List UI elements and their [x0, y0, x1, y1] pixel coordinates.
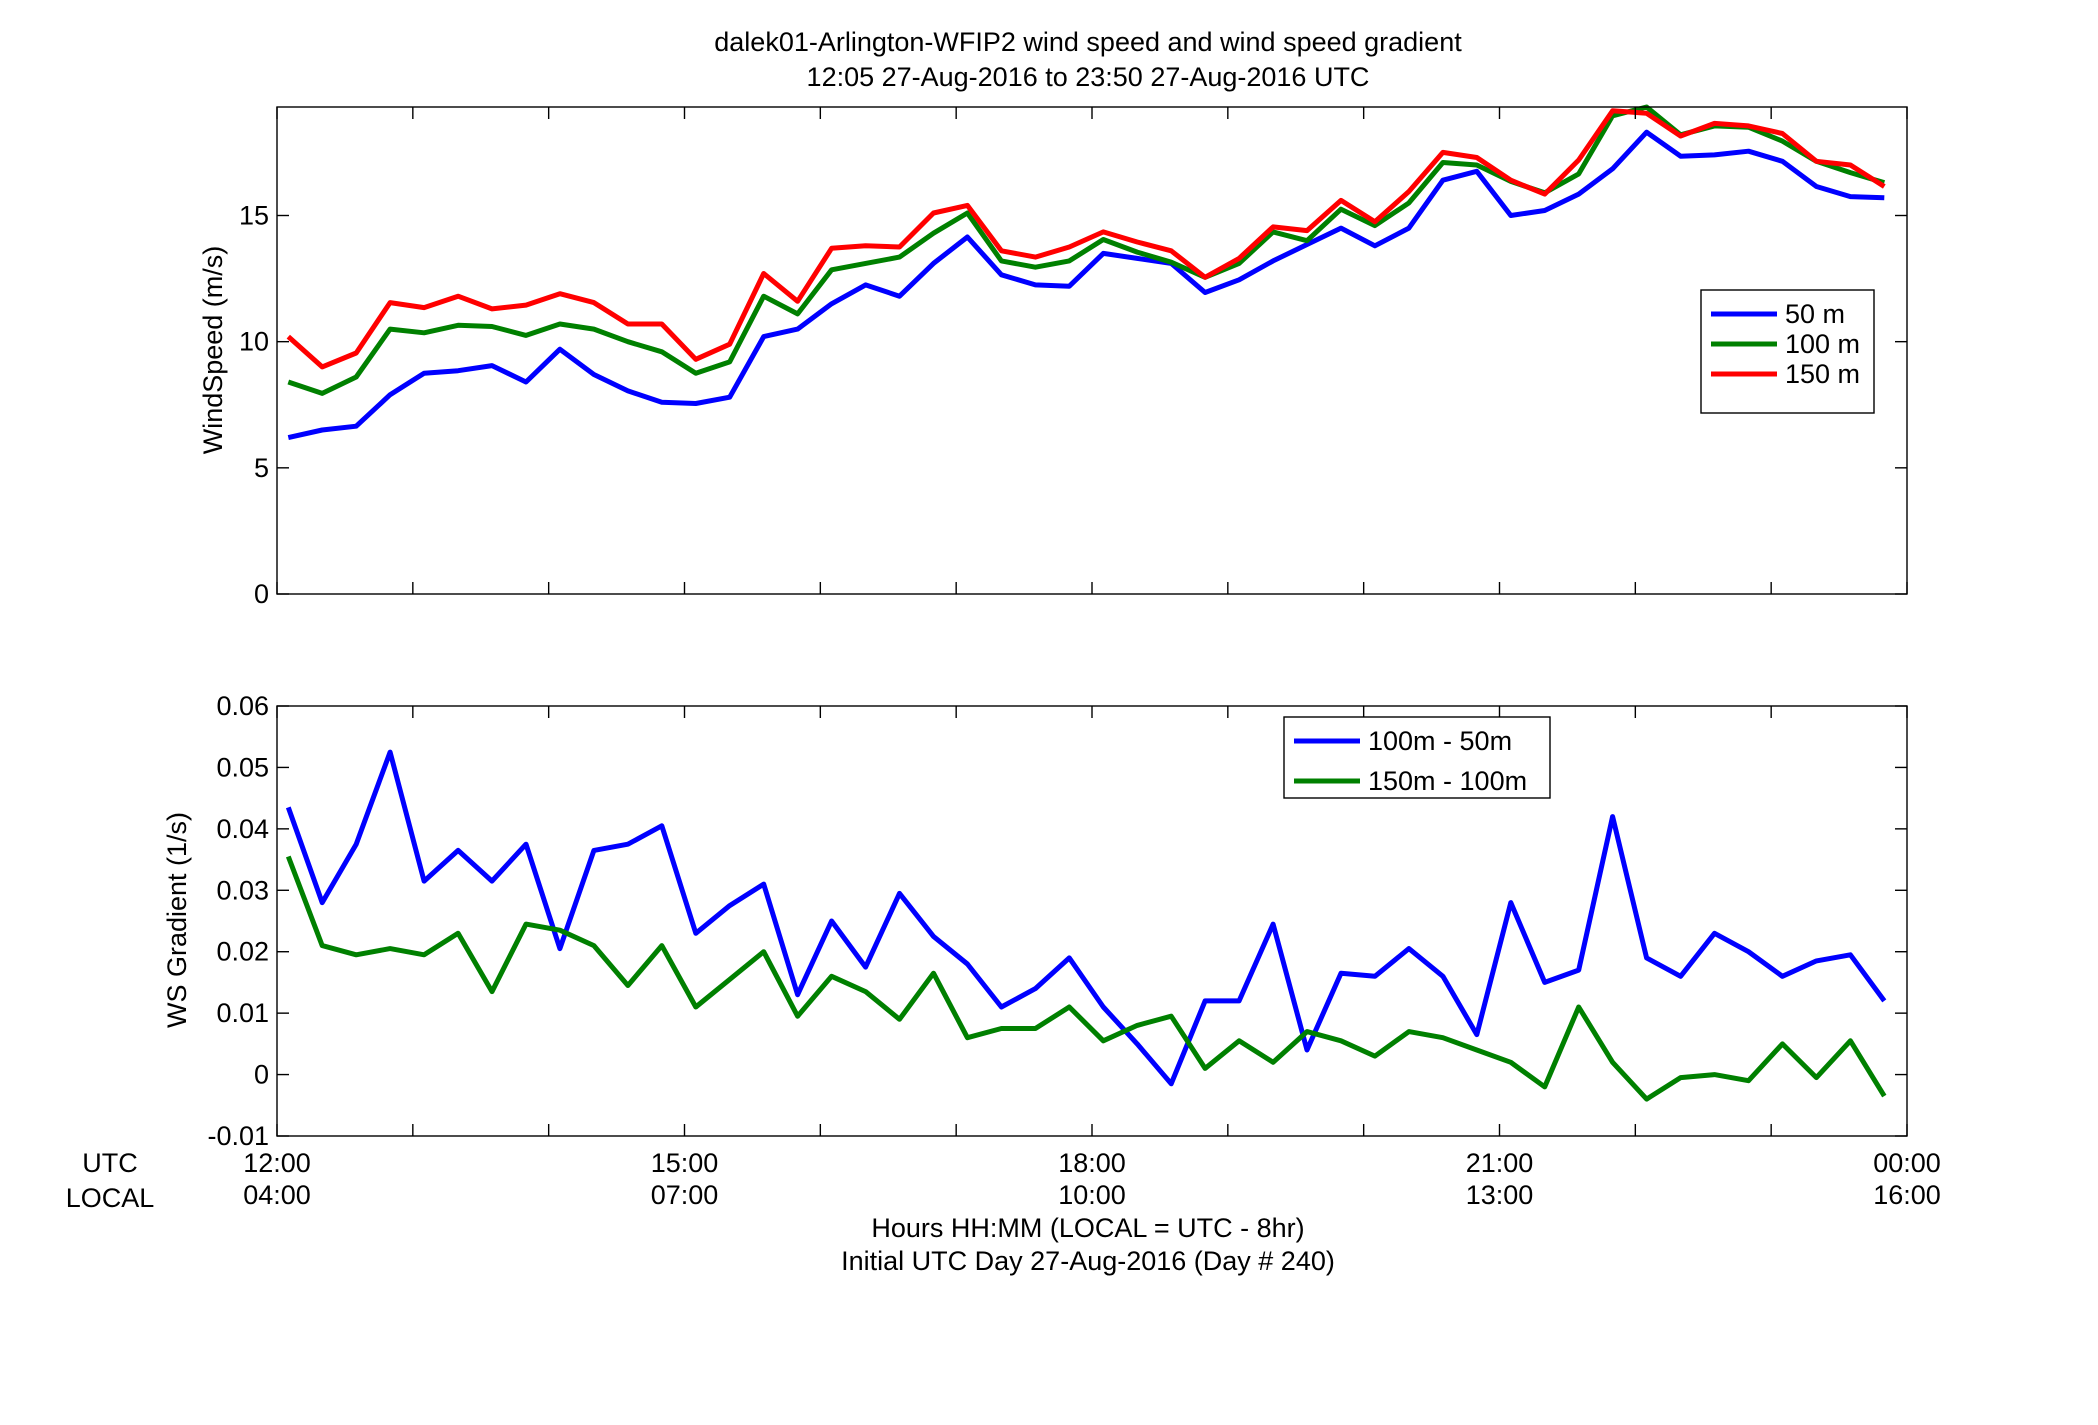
- windspeed-legend-box: [1700, 289, 1875, 414]
- windspeed-legend-label: 150 m: [1785, 359, 1860, 389]
- gradient-legend-box: [1283, 716, 1551, 799]
- windspeed-legend-label: 100 m: [1785, 329, 1860, 359]
- gradient-legend-label: 150m - 100m: [1368, 766, 1527, 796]
- x-axis-label-line1: Hours HH:MM (LOCAL = UTC - 8hr): [871, 1213, 1304, 1243]
- local-tick-label: 04:00: [243, 1180, 311, 1210]
- utc-row-label: UTC: [82, 1148, 138, 1178]
- gradient-y-axis-label: WS Gradient (1/s): [162, 812, 192, 1028]
- utc-tick-label: 12:00: [243, 1148, 311, 1178]
- windspeed-lines: [286, 104, 1886, 441]
- utc-tick-label: 00:00: [1873, 1148, 1941, 1178]
- local-tick-label: 07:00: [651, 1180, 719, 1210]
- gradient-panel: -0.01 0 0.01 0.02 0.03 0.04 0.05 0.06 WS Gradie…: [162, 691, 1908, 1151]
- windspeed-y-ticks: 0 5 10 15: [239, 201, 1907, 609]
- gradient-y-ticks: -0.01 0 0.01 0.02 0.03 0.04 0.05 0.06: [207, 691, 1907, 1151]
- chart-title-line1: dalek01-Arlington-WFIP2 wind speed and w…: [714, 27, 1462, 57]
- windspeed-y-tick-label: 10: [239, 327, 269, 357]
- local-tick-label: 16:00: [1873, 1180, 1941, 1210]
- gradient-series-150m-100m: [285, 855, 1887, 1102]
- utc-tick-label: 21:00: [1466, 1148, 1534, 1178]
- gradient-y-tick-label: 0: [254, 1060, 269, 1090]
- local-row-label: LOCAL: [66, 1183, 155, 1213]
- windspeed-x-ticks: [276, 107, 1908, 594]
- windspeed-y-axis-label: WindSpeed (m/s): [198, 246, 228, 455]
- windspeed-series-100-m: [287, 104, 1886, 396]
- gradient-x-ticks: [276, 706, 1908, 1136]
- windspeed-y-tick-label: 0: [254, 579, 269, 609]
- gradient-lines: [285, 749, 1887, 1102]
- gradient-legend-entries: 100m - 50m 150m - 100m: [1294, 726, 1527, 796]
- gradient-y-tick-label: 0.02: [216, 937, 269, 967]
- local-tick-label: 10:00: [1058, 1180, 1126, 1210]
- gradient-y-tick-label: 0.03: [216, 875, 269, 905]
- gradient-legend-label: 100m - 50m: [1368, 726, 1512, 756]
- x-axis-label-line2: Initial UTC Day 27-Aug-2016 (Day # 240): [841, 1246, 1335, 1276]
- utc-tick-label: 18:00: [1058, 1148, 1126, 1178]
- gradient-y-tick-label: 0.06: [216, 691, 269, 721]
- gradient-y-tick-label: 0.04: [216, 814, 269, 844]
- windspeed-y-tick-label: 5: [254, 453, 269, 483]
- local-tick-label: 13:00: [1466, 1180, 1534, 1210]
- chart-title-line2: 12:05 27-Aug-2016 to 23:50 27-Aug-2016 U…: [807, 62, 1370, 92]
- windspeed-series-150-m: [286, 108, 1886, 370]
- gradient-legend: 100m - 50m 150m - 100m: [1283, 716, 1551, 799]
- utc-tick-label: 15:00: [651, 1148, 719, 1178]
- windspeed-series-50-m: [287, 129, 1885, 441]
- gradient-y-tick-label: 0.05: [216, 752, 269, 782]
- windspeed-y-tick-label: 15: [239, 201, 269, 231]
- windspeed-legend-label: 50 m: [1785, 299, 1845, 329]
- gradient-y-tick-label: 0.01: [216, 998, 269, 1028]
- gradient-y-tick-label: -0.01: [207, 1121, 269, 1151]
